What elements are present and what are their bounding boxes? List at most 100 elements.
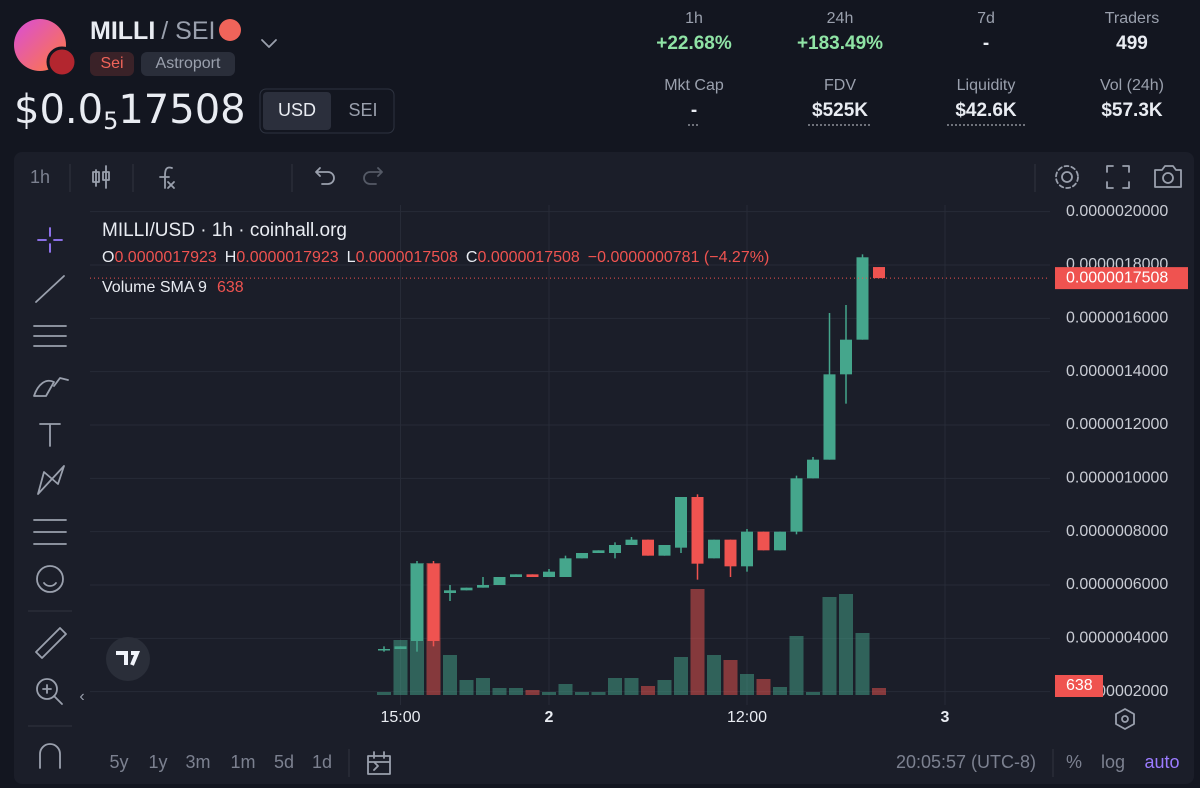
candle-body bbox=[394, 646, 407, 649]
undo-icon[interactable] bbox=[315, 167, 335, 185]
tag: Astroport bbox=[156, 55, 221, 72]
range-button[interactable]: 5y bbox=[109, 752, 128, 772]
zoom-tool[interactable] bbox=[42, 684, 63, 705]
stat-value: +22.68% bbox=[656, 33, 732, 54]
candle-icon[interactable] bbox=[92, 165, 110, 189]
volume-bar bbox=[525, 690, 540, 695]
candle-body bbox=[411, 563, 423, 641]
ohlc-key: L bbox=[347, 249, 356, 266]
ohlc-key: O bbox=[102, 249, 114, 266]
range-button[interactable]: 1d bbox=[312, 752, 332, 772]
fx-icon[interactable] bbox=[159, 166, 175, 189]
volume-bar bbox=[509, 688, 523, 695]
emoji-tool[interactable] bbox=[36, 565, 64, 593]
currency-option[interactable]: USD bbox=[278, 100, 316, 120]
candle-body bbox=[543, 571, 555, 577]
volume-bar bbox=[822, 597, 837, 695]
brush-tool[interactable] bbox=[33, 377, 69, 397]
toolbar-icons bbox=[33, 165, 1182, 775]
volume-bar bbox=[476, 678, 490, 695]
camera-icon[interactable] bbox=[1162, 172, 1174, 184]
ohlc-key: H bbox=[225, 249, 237, 266]
measure-lines-tool[interactable] bbox=[33, 519, 67, 545]
settings-icon[interactable] bbox=[1061, 171, 1073, 183]
range-button[interactable]: 1m bbox=[230, 752, 255, 772]
emoji-tool[interactable] bbox=[43, 582, 57, 587]
volume-bar bbox=[707, 655, 721, 695]
pattern-tool[interactable] bbox=[37, 465, 65, 495]
stat-value[interactable]: $42.6K bbox=[955, 100, 1017, 121]
stats: 1h +22.68% 24h +183.49% 7d - Traders 499… bbox=[656, 10, 1164, 121]
y-tick-label: 0.0000020000 bbox=[1066, 203, 1168, 220]
candle-body bbox=[642, 539, 654, 556]
camera-icon[interactable] bbox=[1154, 165, 1182, 188]
auto-toggle[interactable]: auto bbox=[1144, 752, 1179, 772]
stat-label: 7d bbox=[977, 10, 995, 27]
volume-bar bbox=[839, 594, 853, 695]
date-range-icon[interactable] bbox=[367, 751, 391, 775]
fib-tool[interactable] bbox=[33, 325, 67, 347]
volume-bar bbox=[872, 688, 886, 695]
stat-value[interactable]: - bbox=[691, 100, 697, 121]
candle-body bbox=[592, 550, 605, 553]
volume-sma: 638 bbox=[217, 279, 244, 296]
range-button[interactable]: 5d bbox=[274, 752, 294, 772]
expand-chevron[interactable] bbox=[261, 39, 277, 48]
fullscreen-icon[interactable] bbox=[1106, 165, 1130, 189]
volume-bar bbox=[789, 636, 804, 695]
volume-bar bbox=[756, 679, 771, 695]
line-tool[interactable] bbox=[35, 275, 65, 303]
stat-label: Traders bbox=[1105, 10, 1160, 27]
text-tool[interactable] bbox=[39, 423, 61, 447]
stat-value[interactable]: $525K bbox=[812, 100, 868, 121]
stat-value: 499 bbox=[1116, 33, 1148, 54]
y-tick-label: 0.0000012000 bbox=[1066, 416, 1168, 433]
volume-bar bbox=[459, 680, 474, 695]
settings-icon[interactable] bbox=[1055, 165, 1079, 189]
range-button[interactable]: 1y bbox=[148, 752, 167, 772]
magnet-tool[interactable] bbox=[39, 743, 61, 769]
interval[interactable]: 1h bbox=[30, 167, 50, 187]
candle-body bbox=[873, 267, 885, 279]
warning-icon[interactable] bbox=[219, 19, 241, 41]
pair-name: MILLI / SEI bbox=[90, 17, 215, 45]
stat-label: FDV bbox=[824, 77, 856, 94]
stat-label: 1h bbox=[685, 10, 703, 27]
volume-bar bbox=[773, 687, 787, 695]
y-tick-label: 0.0000014000 bbox=[1066, 363, 1168, 380]
x-tick-label: 15:00 bbox=[380, 709, 420, 726]
collapse-arrow[interactable]: ‹ bbox=[79, 688, 84, 705]
stat-value: - bbox=[983, 33, 989, 54]
log-toggle[interactable]: log bbox=[1101, 752, 1125, 772]
candle-body bbox=[856, 257, 869, 340]
percent-toggle[interactable]: % bbox=[1066, 752, 1082, 772]
volume-bar bbox=[443, 655, 457, 695]
candle-body bbox=[708, 539, 720, 559]
ohlc-value: 0.0000017923 bbox=[236, 249, 338, 266]
stat-label: Mkt Cap bbox=[664, 77, 724, 94]
redo-icon bbox=[363, 167, 383, 185]
y-tick-label: 0.0000006000 bbox=[1066, 576, 1168, 593]
tv-logo[interactable] bbox=[116, 651, 140, 666]
ruler-tool[interactable] bbox=[35, 627, 67, 659]
candle-body bbox=[526, 574, 539, 577]
price-prefix: $0.0 bbox=[14, 87, 103, 133]
candle-body bbox=[427, 563, 440, 641]
y-tick-label: 0.0000016000 bbox=[1066, 310, 1168, 327]
tag: Sei bbox=[100, 55, 123, 72]
chain-logo bbox=[46, 46, 78, 78]
currency-option[interactable]: SEI bbox=[348, 100, 377, 120]
volume-bar bbox=[690, 589, 705, 695]
volume-label: Volume SMA 9 bbox=[102, 279, 207, 296]
axis-settings-icon[interactable] bbox=[1121, 715, 1129, 723]
range-button[interactable]: 3m bbox=[185, 752, 210, 772]
volume-bar bbox=[377, 692, 391, 695]
candle-body bbox=[675, 497, 687, 548]
price-zeros: 5 bbox=[103, 107, 118, 135]
zoom-tool[interactable] bbox=[36, 678, 58, 700]
axis-settings-icon[interactable] bbox=[1115, 708, 1135, 730]
crosshair-tool[interactable] bbox=[37, 227, 63, 253]
quote-name: / SEI bbox=[161, 17, 215, 45]
stat-label: 24h bbox=[827, 10, 854, 27]
